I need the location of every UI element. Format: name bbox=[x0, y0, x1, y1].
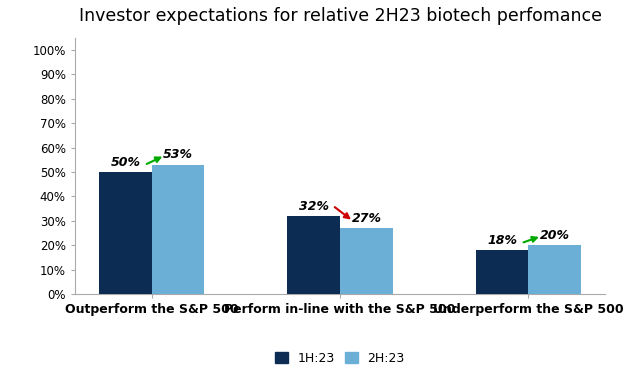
Bar bbox=[152, 165, 205, 294]
Text: 32%: 32% bbox=[299, 200, 329, 213]
Text: 20%: 20% bbox=[540, 229, 570, 242]
Text: 27%: 27% bbox=[351, 212, 381, 225]
Bar bbox=[287, 216, 340, 294]
Title: Investor expectations for relative 2H23 biotech perfomance: Investor expectations for relative 2H23 … bbox=[79, 7, 602, 25]
Bar bbox=[340, 228, 393, 294]
Bar bbox=[475, 250, 529, 294]
Text: 50%: 50% bbox=[110, 156, 140, 169]
Bar bbox=[529, 245, 581, 294]
Legend: 1H:23, 2H:23: 1H:23, 2H:23 bbox=[270, 347, 410, 370]
Bar bbox=[99, 172, 152, 294]
Text: 18%: 18% bbox=[487, 234, 517, 247]
Text: 53%: 53% bbox=[163, 149, 193, 161]
